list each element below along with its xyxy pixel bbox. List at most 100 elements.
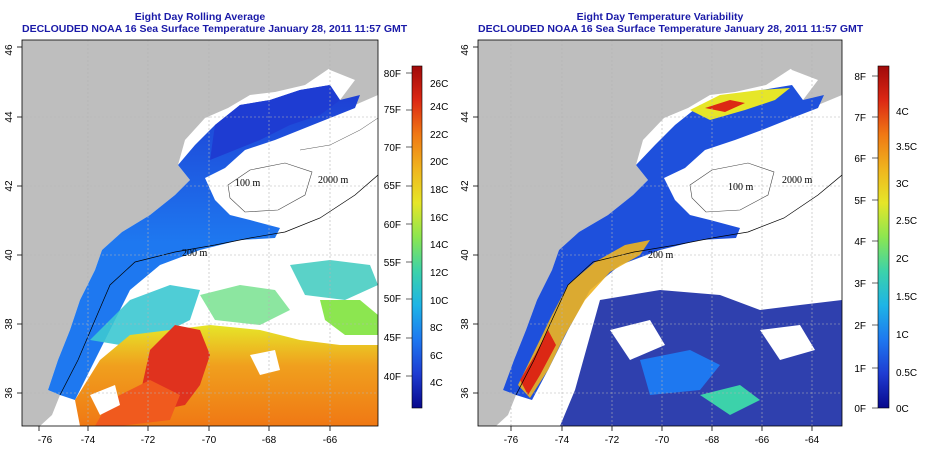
- lon-tick: -76: [504, 435, 519, 446]
- colorbar-f-label: 2F: [854, 321, 866, 332]
- colorbar-c-label: 16C: [430, 213, 448, 224]
- lon-tick: -68: [705, 435, 720, 446]
- lat-tick: 36: [460, 387, 471, 399]
- colorbar-c-label: 26C: [430, 79, 448, 90]
- colorbar-c-label: 24C: [430, 102, 448, 113]
- colorbar-f-label: 45F: [384, 333, 401, 344]
- colorbar-f-label: 6F: [854, 154, 866, 165]
- colorbar-c-label: 10C: [430, 296, 448, 307]
- contour-label-2000: 2000 m: [782, 175, 813, 186]
- colorbar-c-label: 4C: [430, 378, 443, 389]
- land-mass: [22, 40, 378, 426]
- contour-label-100: 100 m: [235, 178, 261, 189]
- lat-tick: 42: [460, 180, 471, 192]
- right-x-axis: [510, 426, 813, 431]
- lon-tick: -68: [262, 435, 277, 446]
- left-map: 100 m 200 m 2000 m: [22, 40, 378, 426]
- lon-tick: -66: [755, 435, 770, 446]
- left-y-tick-labels: 36 38 40 42 44 46: [4, 44, 15, 399]
- colorbar-c-label: 8C: [430, 323, 443, 334]
- contour-200m: [59, 174, 378, 396]
- left-x-axis: [38, 426, 331, 431]
- colorbar-f-label: 40F: [384, 372, 401, 383]
- colorbar-f-label: 50F: [384, 294, 401, 305]
- left-x-tick-labels: -76 -74 -72 -70 -68 -66: [38, 435, 338, 446]
- colorbar-f-label: 60F: [384, 220, 401, 231]
- colorbar-c-label: 4C: [896, 107, 909, 118]
- right-colorbar-f-labels: 0F 1F 2F 3F 4F 5F 6F 7F 8F: [854, 72, 866, 415]
- colorbar-c-label: 3.5C: [896, 142, 917, 153]
- contour-100m: [227, 162, 313, 213]
- right-map: 100 m 200 m 2000 m: [478, 40, 842, 426]
- lon-tick: -76: [38, 435, 53, 446]
- variability-shelf: [503, 85, 824, 400]
- lat-tick: 40: [4, 249, 15, 261]
- lat-tick: 46: [4, 44, 15, 56]
- right-y-axis: [473, 46, 478, 394]
- left-map-frame: [21, 39, 379, 427]
- colorbar-f-label: 4F: [854, 237, 866, 248]
- right-panel-title: Eight Day Temperature Variability DECLOU…: [478, 11, 864, 35]
- contour-label-100: 100 m: [728, 182, 754, 193]
- lat-tick: 38: [460, 318, 471, 330]
- colorbar-f-label: 8F: [854, 72, 866, 83]
- colorbar-f-label: 70F: [384, 143, 401, 154]
- colorbar-c-label: 2.5C: [896, 216, 917, 227]
- colorbar-c-label: 1.5C: [896, 292, 917, 303]
- left-colorbar-ticks: [406, 72, 412, 377]
- lat-tick: 38: [4, 318, 15, 330]
- lat-tick: 42: [4, 180, 15, 192]
- colorbar-f-label: 55F: [384, 258, 401, 269]
- lon-tick: -64: [805, 435, 820, 446]
- colorbar-f-label: 3F: [854, 279, 866, 290]
- left-title-line2: DECLOUDED NOAA 16 Sea Surface Temperatur…: [22, 23, 408, 35]
- right-grid: [478, 40, 842, 426]
- colorbar-c-label: 0.5C: [896, 368, 917, 379]
- colorbar-f-label: 75F: [384, 105, 401, 116]
- lon-tick: -74: [555, 435, 570, 446]
- lat-tick: 44: [4, 111, 15, 123]
- colorbar-c-label: 0C: [896, 404, 909, 415]
- lat-tick: 44: [460, 111, 471, 123]
- left-title-line1: Eight Day Rolling Average: [134, 11, 266, 23]
- left-y-axis: [17, 46, 22, 394]
- left-colorbar-f-labels: 40F 45F 50F 55F 60F 65F 70F 75F 80F: [384, 69, 401, 383]
- colorbar-f-label: 0F: [854, 404, 866, 415]
- right-x-tick-labels: -76 -74 -72 -70 -68 -66 -64: [504, 435, 820, 446]
- lon-tick: -66: [323, 435, 338, 446]
- high-variability-band: [518, 240, 650, 398]
- right-colorbar-c-labels: 0C 0.5C 1C 1.5C 2C 2.5C 3C 3.5C 4C: [896, 107, 917, 415]
- colorbar-f-label: 80F: [384, 69, 401, 80]
- colorbar-f-label: 7F: [854, 113, 866, 124]
- colorbar-f-label: 5F: [854, 196, 866, 207]
- left-colorbar-c-labels: 4C 6C 8C 10C 12C 14C 16C 18C 20C 22C 24C…: [430, 79, 448, 389]
- lon-tick: -72: [141, 435, 156, 446]
- colorbar-c-label: 18C: [430, 185, 448, 196]
- left-grid: [22, 40, 378, 426]
- right-y-tick-labels: 36 38 40 42 44 46: [460, 44, 471, 399]
- right-map-frame: [477, 39, 843, 427]
- left-colorbar: [411, 65, 423, 409]
- contour-label-2000: 2000 m: [318, 175, 349, 186]
- lat-tick: 46: [460, 44, 471, 56]
- lon-tick: -72: [605, 435, 620, 446]
- lat-tick: 40: [460, 249, 471, 261]
- lon-tick: -70: [202, 435, 217, 446]
- left-panel-title: Eight Day Rolling Average DECLOUDED NOAA…: [22, 11, 408, 35]
- right-colorbar: [877, 65, 890, 409]
- colorbar-c-label: 14C: [430, 240, 448, 251]
- colorbar-c-label: 12C: [430, 268, 448, 279]
- colorbar-c-label: 6C: [430, 351, 443, 362]
- colorbar-c-label: 20C: [430, 157, 448, 168]
- colorbar-f-label: 65F: [384, 181, 401, 192]
- cold-shelf-water: [48, 85, 360, 400]
- colorbar-f-label: 1F: [854, 364, 866, 375]
- lon-tick: -74: [81, 435, 96, 446]
- right-title-line2: DECLOUDED NOAA 16 Sea Surface Temperatur…: [478, 23, 864, 35]
- colorbar-c-label: 22C: [430, 130, 448, 141]
- lon-tick: -70: [655, 435, 670, 446]
- colorbar-c-label: 1C: [896, 330, 909, 341]
- lat-tick: 36: [4, 387, 15, 399]
- colorbar-c-label: 2C: [896, 254, 909, 265]
